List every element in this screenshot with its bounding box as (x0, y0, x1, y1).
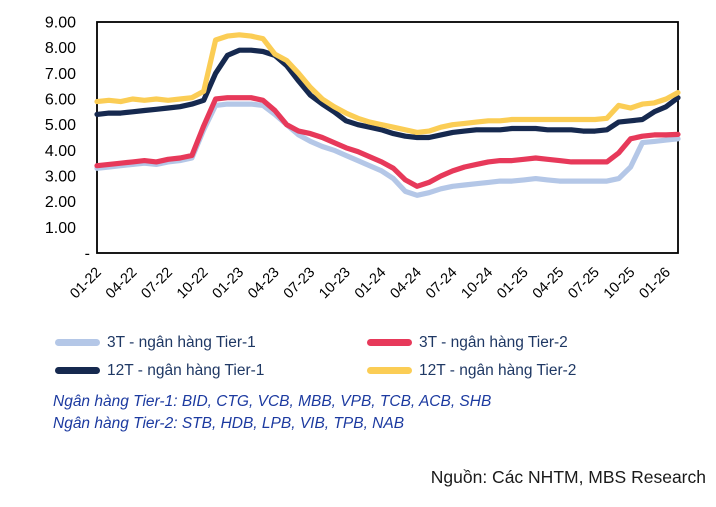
x-tick-label: 01-24 (352, 265, 390, 303)
y-tick-label: 6.00 (45, 92, 76, 109)
series-line-tier2_12m (94, 32, 681, 135)
x-tick-label: 10-23 (316, 265, 354, 303)
x-tick-label: 04-25 (530, 265, 568, 303)
chart-legend: 3T - ngân hàng Tier-1 3T - ngân hàng Tie… (55, 332, 576, 381)
plot-border (96, 21, 679, 254)
y-tick-label: 7.00 (45, 66, 76, 83)
x-tick-label: 01-26 (636, 265, 674, 303)
legend-swatch-3t-tier1-icon (55, 339, 100, 346)
tier2-banks-note: Ngân hàng Tier-2: STB, HDB, LPB, VIB, TP… (53, 415, 405, 432)
line-chart: 9.00 8.00 7.00 6.00 5.00 4.00 3.00 2.00 1.00- 01-… (45, 15, 681, 303)
x-tick-label: 04-22 (103, 265, 141, 303)
source-attribution: Nguồn: Các NHTM, MBS Research (430, 467, 706, 487)
tier-definitions: Ngân hàng Tier-1: BID, CTG, VCB, MBB, VP… (53, 391, 491, 435)
x-tick-label: 01-22 (67, 265, 105, 303)
legend-label-3t-tier1: 3T - ngân hàng Tier-1 (107, 333, 256, 351)
x-tick-label: 07-24 (423, 265, 461, 303)
y-tick-label: - (85, 246, 90, 263)
legend-item-3t-tier1: 3T - ngân hàng Tier-1 (55, 332, 367, 353)
legend-item-3t-tier2: 3T - ngân hàng Tier-2 (367, 332, 576, 353)
y-tick-label: 9.00 (45, 15, 76, 32)
tier1-banks-note: Ngân hàng Tier-1: BID, CTG, VCB, MBB, VP… (53, 393, 492, 410)
legend-swatch-3t-tier2-icon (367, 339, 412, 346)
legend-swatch-12t-tier2-icon (367, 367, 412, 374)
x-tick-label: 10-22 (174, 265, 212, 303)
series-line-tier1_12m (94, 47, 681, 141)
x-tick-label: 07-22 (138, 265, 176, 303)
x-tick-label: 07-23 (281, 265, 319, 303)
x-tick-label: 10-25 (601, 265, 639, 303)
legend-label-12t-tier2: 12T - ngân hàng Tier-2 (419, 361, 577, 379)
x-tick-label: 01-25 (494, 265, 532, 303)
x-tick-label: 01-23 (210, 265, 248, 303)
legend-swatch-12t-tier1-icon (55, 367, 100, 374)
y-tick-label: 2.00 (45, 194, 76, 211)
y-tick-label: 8.00 (45, 40, 76, 57)
legend-item-12t-tier1: 12T - ngân hàng Tier-1 (55, 360, 367, 381)
y-axis-labels: 9.00 8.00 7.00 6.00 5.00 4.00 3.00 2.00 1.00- (45, 15, 90, 263)
x-tick-label: 10-24 (459, 265, 497, 303)
legend-label-3t-tier2: 3T - ngân hàng Tier-2 (419, 333, 568, 351)
series-line-tier2_3m (94, 95, 681, 189)
legend-label-12t-tier1: 12T - ngân hàng Tier-1 (107, 361, 265, 379)
y-tick-label: 4.00 (45, 143, 76, 160)
x-tick-label: 04-24 (387, 265, 425, 303)
y-tick-label: 3.00 (45, 169, 76, 186)
legend-item-12t-tier2: 12T - ngân hàng Tier-2 (367, 360, 576, 381)
x-axis-labels: 01-2204-2207-2210-2201-2304-2307-2310-23… (67, 265, 674, 303)
y-tick-label: 5.00 (45, 117, 76, 134)
x-tick-label: 04-23 (245, 265, 283, 303)
y-tick-label: 1.00 (45, 220, 76, 237)
x-tick-label: 07-25 (565, 265, 603, 303)
